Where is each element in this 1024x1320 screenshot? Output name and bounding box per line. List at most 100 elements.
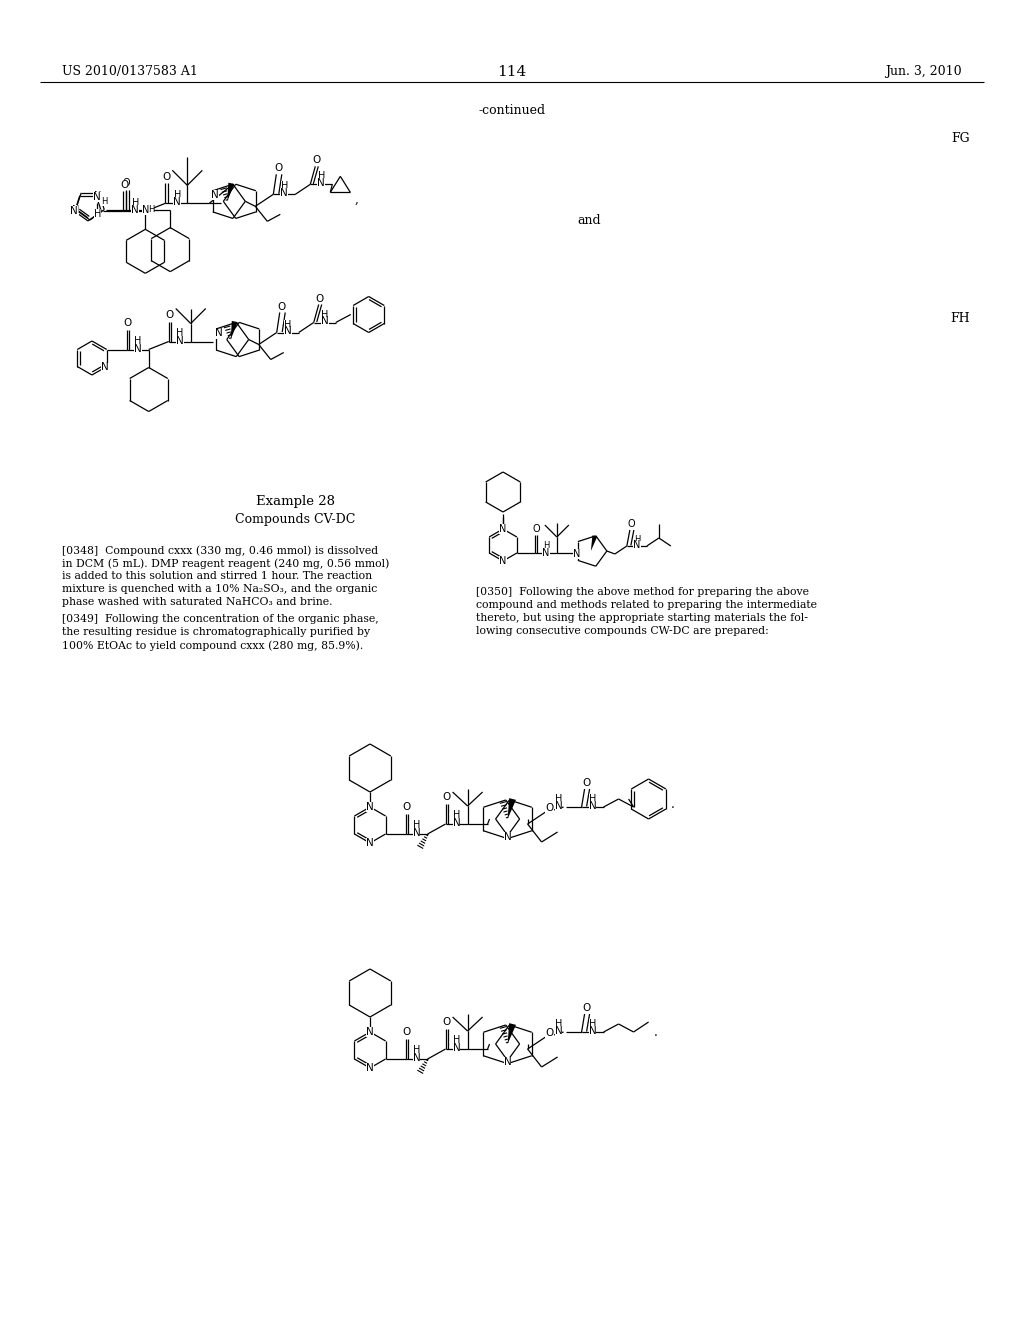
- Text: O: O: [532, 524, 540, 535]
- Polygon shape: [591, 536, 597, 550]
- Text: H: H: [176, 329, 183, 338]
- Text: phase washed with saturated NaHCO₃ and brine.: phase washed with saturated NaHCO₃ and b…: [62, 597, 333, 607]
- Text: O: O: [583, 777, 591, 788]
- Text: N: N: [131, 206, 139, 215]
- Text: N: N: [413, 828, 421, 838]
- Text: -continued: -continued: [478, 103, 546, 116]
- Text: H: H: [453, 810, 460, 820]
- Text: N: N: [367, 803, 374, 812]
- Text: mixture is quenched with a 10% Na₂SO₃, and the organic: mixture is quenched with a 10% Na₂SO₃, a…: [62, 583, 377, 594]
- Text: H: H: [132, 198, 139, 209]
- Text: [0348]  Compound cxxx (330 mg, 0.46 mmol) is dissolved: [0348] Compound cxxx (330 mg, 0.46 mmol)…: [62, 545, 378, 556]
- Polygon shape: [508, 1023, 516, 1044]
- Text: thereto, but using the appropriate starting materials the fol-: thereto, but using the appropriate start…: [476, 612, 808, 623]
- Text: N: N: [504, 1057, 511, 1067]
- Text: O: O: [124, 318, 132, 329]
- Text: in DCM (5 mL). DMP reagent reagent (240 mg, 0.56 mmol): in DCM (5 mL). DMP reagent reagent (240 …: [62, 558, 389, 569]
- Text: N: N: [94, 191, 101, 201]
- Text: N: N: [215, 329, 222, 338]
- Text: N: N: [321, 317, 329, 326]
- Text: H: H: [453, 1035, 460, 1045]
- Text: H: H: [413, 820, 420, 830]
- Text: H: H: [589, 795, 596, 804]
- Polygon shape: [230, 321, 238, 339]
- Text: O: O: [583, 1003, 591, 1012]
- Text: N: N: [555, 1026, 562, 1036]
- Text: the resulting residue is chromatographically purified by: the resulting residue is chromatographic…: [62, 627, 370, 638]
- Text: N: N: [500, 556, 507, 566]
- Text: O: O: [123, 178, 130, 187]
- Text: N: N: [317, 178, 326, 189]
- Text: N: N: [573, 549, 581, 558]
- Text: lowing consecutive compounds CW-DC are prepared:: lowing consecutive compounds CW-DC are p…: [476, 626, 769, 636]
- Text: H: H: [281, 181, 288, 191]
- Text: [0349]  Following the concentration of the organic phase,: [0349] Following the concentration of th…: [62, 614, 379, 624]
- Text: O: O: [627, 519, 635, 529]
- Text: ,: ,: [354, 193, 358, 206]
- Text: N: N: [284, 326, 292, 337]
- Text: O: O: [442, 792, 451, 803]
- Text: N: N: [500, 524, 507, 535]
- Text: compound and methods related to preparing the intermediate: compound and methods related to preparin…: [476, 601, 817, 610]
- Text: N: N: [413, 1053, 421, 1063]
- Text: N: N: [453, 818, 461, 828]
- Text: N: N: [70, 206, 78, 216]
- Text: O: O: [402, 803, 411, 812]
- Text: .: .: [671, 797, 675, 810]
- Text: Jun. 3, 2010: Jun. 3, 2010: [886, 66, 962, 78]
- Text: H: H: [555, 1019, 562, 1030]
- Text: H: H: [284, 319, 292, 330]
- Text: O: O: [546, 1028, 554, 1038]
- Text: N: N: [589, 801, 596, 810]
- Text: N: N: [367, 1027, 374, 1038]
- Text: O: O: [274, 164, 283, 173]
- Text: O: O: [315, 293, 324, 304]
- Polygon shape: [227, 182, 234, 202]
- Text: O: O: [442, 1016, 451, 1027]
- Text: Compounds CV-DC: Compounds CV-DC: [234, 513, 355, 527]
- Text: N: N: [93, 191, 101, 202]
- Text: H: H: [543, 541, 549, 550]
- Text: H: H: [93, 209, 101, 219]
- Polygon shape: [508, 799, 516, 818]
- Text: N: N: [141, 205, 148, 215]
- Text: O: O: [162, 173, 170, 182]
- Text: H: H: [134, 337, 141, 346]
- Text: and: and: [577, 214, 601, 227]
- Text: H: H: [634, 535, 640, 544]
- Text: N: N: [176, 335, 183, 346]
- Text: US 2010/0137583 A1: US 2010/0137583 A1: [62, 66, 198, 78]
- Text: O: O: [120, 181, 128, 190]
- Text: N: N: [589, 1026, 596, 1036]
- Text: FH: FH: [950, 312, 970, 325]
- Text: N: N: [72, 205, 80, 215]
- Text: O: O: [278, 301, 286, 312]
- Text: N: N: [173, 197, 181, 207]
- Text: O: O: [166, 310, 174, 321]
- Text: 114: 114: [498, 65, 526, 79]
- Text: 100% EtOAc to yield compound cxxx (280 mg, 85.9%).: 100% EtOAc to yield compound cxxx (280 m…: [62, 640, 364, 651]
- Text: N: N: [542, 548, 550, 557]
- Text: N: N: [453, 1043, 461, 1053]
- Text: is added to this solution and stirred 1 hour. The reaction: is added to this solution and stirred 1 …: [62, 572, 372, 581]
- Text: N: N: [100, 363, 109, 372]
- Text: N: N: [555, 801, 562, 810]
- Text: FG: FG: [951, 132, 970, 144]
- Text: N: N: [367, 838, 374, 847]
- Text: H: H: [317, 172, 325, 181]
- Text: N: N: [633, 540, 641, 550]
- Text: N: N: [367, 1063, 374, 1073]
- Text: H: H: [174, 190, 181, 201]
- Text: H: H: [589, 1019, 596, 1030]
- Text: O: O: [312, 156, 321, 165]
- Text: Example 28: Example 28: [256, 495, 335, 508]
- Text: H: H: [148, 205, 155, 214]
- Text: N: N: [281, 189, 288, 198]
- Text: O: O: [546, 803, 554, 813]
- Text: N: N: [504, 832, 511, 842]
- Text: H: H: [555, 795, 562, 804]
- Text: .: .: [653, 1026, 657, 1039]
- Text: H: H: [100, 198, 106, 206]
- Text: H: H: [413, 1045, 420, 1055]
- Text: H: H: [322, 309, 329, 319]
